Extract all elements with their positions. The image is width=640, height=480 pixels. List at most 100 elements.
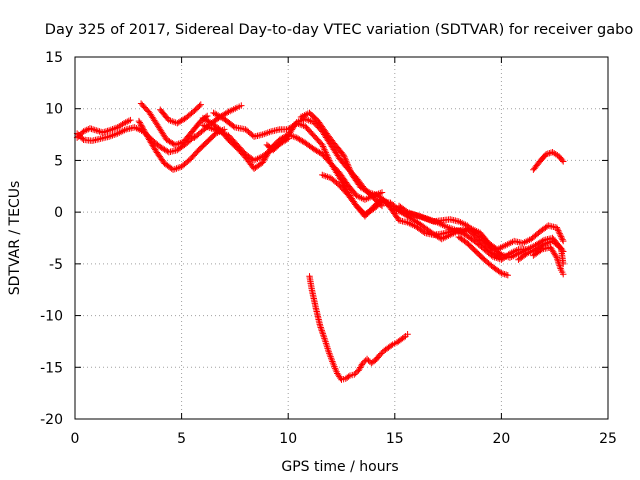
data-point <box>346 165 353 173</box>
data-point <box>400 334 408 341</box>
data-point <box>363 355 371 363</box>
data-point <box>139 124 147 132</box>
series-arc-16 <box>530 244 567 278</box>
data-point <box>340 152 347 159</box>
series-arc-12 <box>319 171 567 263</box>
data-point <box>361 358 368 365</box>
data-point <box>345 162 352 170</box>
data-point <box>378 350 385 357</box>
data-point <box>344 161 351 168</box>
data-point <box>88 125 95 133</box>
data-point <box>83 126 90 134</box>
data-point <box>342 156 349 163</box>
data-point <box>140 126 147 133</box>
y-tick-label: -10 <box>40 309 63 325</box>
series-arc-4 <box>137 100 211 149</box>
x-tick-label: 0 <box>71 431 80 447</box>
data-point <box>555 259 562 266</box>
series-arc-2 <box>73 124 198 156</box>
data-point <box>319 328 326 336</box>
data-point <box>556 262 563 269</box>
data-point <box>556 263 564 271</box>
y-tick-label: -5 <box>49 257 63 273</box>
series-arc-5 <box>157 101 204 127</box>
data-point <box>196 102 203 110</box>
data-point <box>86 125 94 132</box>
data-point <box>345 164 353 171</box>
data-point <box>319 330 327 337</box>
data-point <box>560 271 567 278</box>
series-arc-14 <box>455 233 511 279</box>
data-point <box>341 153 348 160</box>
data-point <box>81 127 89 134</box>
data-point <box>127 116 134 124</box>
data-point <box>554 256 561 263</box>
data-point <box>544 150 551 157</box>
data-point <box>347 168 355 176</box>
data-point <box>120 119 128 127</box>
data-point <box>96 128 103 135</box>
data-point <box>124 118 131 125</box>
data-point <box>316 322 324 330</box>
data-point <box>321 147 329 155</box>
data-point <box>343 159 351 167</box>
data-point <box>93 127 100 134</box>
data-point <box>318 327 325 334</box>
series-arc-17 <box>530 148 567 173</box>
data-point <box>101 128 108 136</box>
data-point <box>336 173 343 181</box>
data-point <box>554 257 562 264</box>
data-point <box>499 270 507 277</box>
data-point <box>327 355 335 362</box>
data-point <box>102 128 110 135</box>
data-point <box>504 272 511 279</box>
data-point <box>359 359 367 367</box>
data-point <box>137 120 144 128</box>
data-points <box>73 100 567 383</box>
data-point <box>346 167 354 174</box>
data-point <box>352 369 359 377</box>
data-point <box>553 224 561 231</box>
data-point <box>365 357 372 364</box>
data-point <box>326 350 333 357</box>
data-point <box>79 135 86 142</box>
data-point <box>338 178 345 185</box>
data-point <box>318 325 325 333</box>
y-axis-label: SDTVAR / TECUs <box>7 181 23 296</box>
x-axis-label: GPS time / hours <box>281 459 398 475</box>
data-point <box>404 330 411 338</box>
data-point <box>555 227 562 234</box>
data-point <box>143 132 150 139</box>
data-point <box>343 158 350 165</box>
data-point <box>560 237 567 245</box>
data-point <box>351 371 358 378</box>
series-arc-18 <box>306 273 411 383</box>
data-point <box>326 351 334 359</box>
plot-border <box>74 56 609 420</box>
data-point <box>122 119 129 126</box>
data-point <box>324 152 331 159</box>
series-arc-13 <box>395 202 531 261</box>
x-tick-label: 5 <box>177 431 186 447</box>
data-point <box>329 358 336 365</box>
data-point <box>141 127 148 135</box>
data-point <box>319 143 327 150</box>
data-point <box>378 189 386 196</box>
data-point <box>238 102 245 109</box>
data-point <box>320 333 328 340</box>
data-point <box>320 144 327 152</box>
data-point <box>125 117 133 125</box>
data-point <box>559 236 566 243</box>
data-point <box>99 129 106 136</box>
data-point <box>558 156 566 164</box>
data-point <box>557 265 564 272</box>
series-arc-10 <box>263 115 386 210</box>
data-point <box>377 199 384 207</box>
data-point <box>325 155 332 163</box>
data-point <box>388 342 395 349</box>
data-point <box>135 117 143 125</box>
chart-title: Day 325 of 2017, Sidereal Day-to-day VTE… <box>45 22 634 38</box>
y-tick-label: -15 <box>40 360 63 376</box>
